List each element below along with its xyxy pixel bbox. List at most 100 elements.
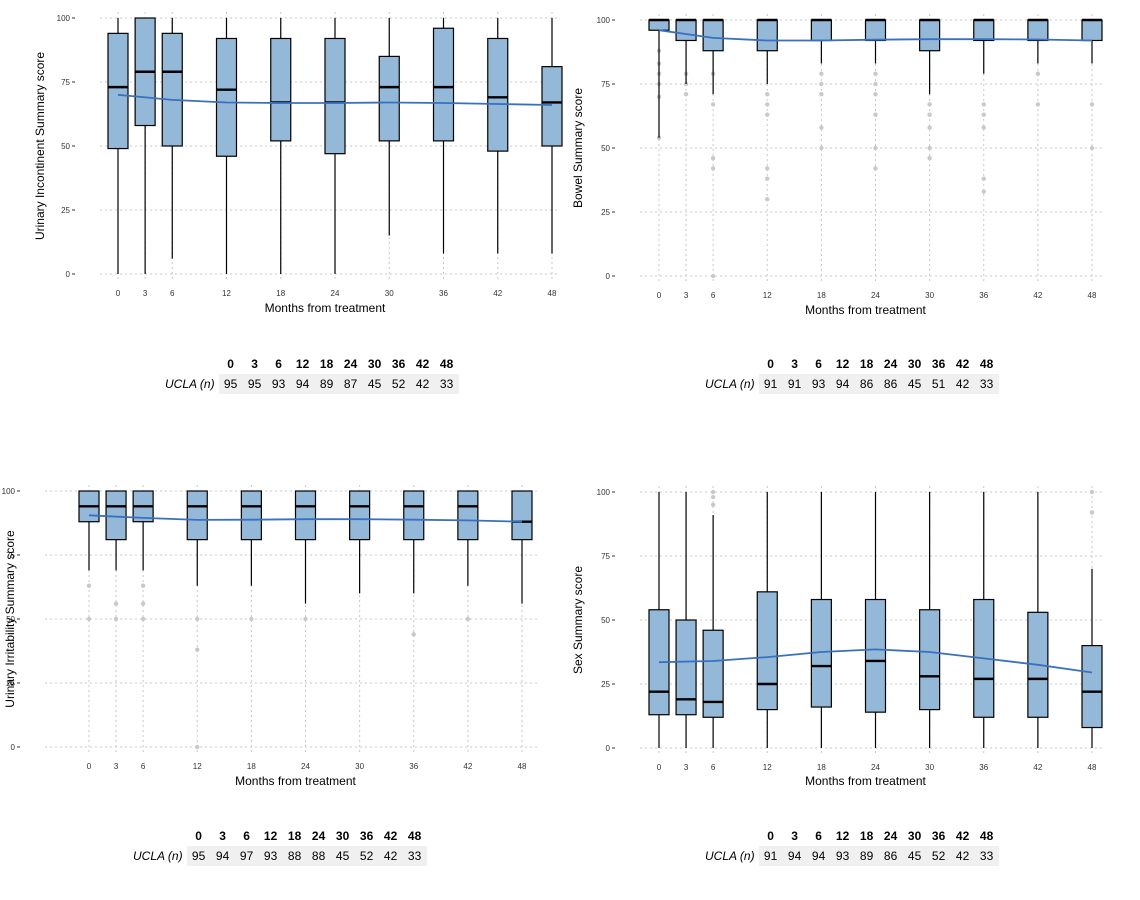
box (270, 37, 292, 142)
n-table-values-row: UCLA (n) 95 94 97 93 88 88 45 52 42 33 (133, 846, 427, 866)
x-tick-label: 0 (116, 289, 121, 298)
y-tick-label: 75 (601, 552, 610, 561)
box (324, 37, 346, 155)
panel-urinary-incontinence: 0 25 50 75 100 0 3 6 12 18 24 30 36 42 48 Months from t… (0, 0, 570, 450)
x-tick-label: 36 (979, 763, 988, 772)
smooth-trend-line (88, 514, 523, 523)
n-table-count: 51 (926, 374, 951, 394)
box (186, 490, 208, 541)
n-table-count: 88 (282, 846, 307, 866)
n-table-month-header: 18 (859, 829, 874, 843)
outlier-point (873, 166, 878, 171)
outlier-point (1089, 489, 1095, 495)
n-table-month-header: 18 (287, 829, 302, 843)
n-table-month-header: 30 (907, 357, 922, 371)
n-table-count: 91 (782, 374, 807, 394)
outlier-point (819, 125, 824, 130)
n-table-count: 91 (758, 374, 783, 394)
x-tick-label: 18 (276, 289, 285, 298)
n-table-month-header: 6 (815, 829, 822, 843)
y-tick-label: 0 (606, 272, 611, 281)
x-tick-label: 48 (548, 289, 557, 298)
outlier-point (710, 102, 716, 107)
x-tick-label: 42 (463, 762, 472, 771)
outlier-point (819, 92, 824, 97)
n-table-header-row: 0 3 6 12 18 24 30 36 42 48 (705, 354, 999, 374)
n-table-count: 33 (974, 374, 999, 394)
x-tick-label: 48 (518, 762, 527, 771)
n-table-corner (705, 354, 759, 374)
outlier-point (465, 616, 471, 622)
y-tick-label: 100 (597, 488, 611, 497)
outlier-point (873, 112, 878, 117)
n-table-month-header: 6 (815, 357, 822, 371)
outlier-point (1035, 71, 1041, 76)
x-tick-label: 18 (817, 291, 826, 300)
outlier-point (249, 616, 254, 622)
x-tick-label: 12 (193, 762, 202, 771)
y-tick-label: 0 (606, 744, 611, 753)
n-table-month-header: 36 (931, 357, 946, 371)
n-table-month-header: 3 (219, 829, 226, 843)
x-tick-label: 24 (871, 291, 880, 300)
outlier-point (765, 197, 770, 202)
outlier-point (981, 112, 986, 117)
n-table-count: 45 (330, 846, 355, 866)
n-table-month-header: 6 (243, 829, 250, 843)
smooth-trend-line (658, 29, 1093, 42)
outlier-point (765, 92, 770, 97)
x-tick-label: 6 (170, 289, 175, 298)
n-table-bowel: 0 3 6 12 18 24 30 36 42 48 UCLA (n) 91 91 93 94 86 86 45 5… (705, 354, 999, 394)
outlier-point (981, 176, 986, 181)
box (675, 619, 697, 716)
x-tick-label: 48 (1088, 291, 1097, 300)
x-tick-label: 48 (1088, 763, 1097, 772)
outlier-point (710, 489, 716, 495)
y-tick-label: 100 (597, 16, 611, 25)
n-table-count: 87 (338, 374, 363, 394)
n-table-count: 94 (210, 846, 235, 866)
box (648, 19, 670, 31)
n-table-header-row: 0 3 6 12 18 24 30 36 42 48 (133, 826, 427, 846)
outlier-point (86, 583, 92, 588)
x-tick-label: 12 (763, 291, 772, 300)
n-table-count: 42 (950, 846, 975, 866)
n-table-count: 86 (854, 374, 879, 394)
outlier-point (86, 616, 92, 622)
box (215, 37, 238, 157)
n-table-corner (165, 354, 219, 374)
outlier-point (765, 102, 770, 107)
panel-bowel: 0 25 50 75 100 0 3 6 12 18 24 30 36 42 48 Months from t… (570, 0, 1140, 450)
box (919, 609, 941, 711)
n-table-month-header: 12 (263, 829, 278, 843)
outlier-point (140, 583, 146, 588)
x-tick-label: 42 (1033, 763, 1042, 772)
n-table-month-header: 48 (979, 357, 994, 371)
outlier-point (195, 647, 200, 652)
n-table-month-header: 48 (439, 357, 454, 371)
x-tick-label: 24 (331, 289, 340, 298)
x-tick-label: 0 (657, 763, 662, 772)
outlier-point (981, 189, 986, 194)
n-table-urinary-incontinence: 0 3 6 12 18 24 30 36 42 48 UCLA (n) 95 95 93 94 89 87 45 5… (165, 354, 459, 394)
box (1081, 19, 1103, 42)
n-table-count: 33 (434, 374, 459, 394)
x-tick-label: 3 (684, 763, 689, 772)
box (1027, 19, 1049, 42)
panel-urinary-irritability: 0 25 50 75 100 0 3 6 12 18 24 30 36 42 48 Months from t… (0, 450, 570, 900)
outlier-point (195, 744, 200, 750)
y-axis-title: Sex Summary score (571, 566, 585, 674)
x-tick-label: 30 (355, 762, 364, 771)
outlier-point (873, 81, 878, 87)
n-table-count: 94 (782, 846, 807, 866)
n-table-month-header: 48 (979, 829, 994, 843)
x-tick-label: 42 (1033, 291, 1042, 300)
y-axis-title: Bowel Summary score (571, 88, 585, 208)
y-tick-label: 25 (6, 679, 15, 688)
box (161, 32, 183, 147)
outlier-point (873, 71, 878, 76)
y-tick-label: 25 (601, 680, 610, 689)
n-table-row-label: UCLA (n) (165, 377, 215, 391)
outlier-point (927, 112, 932, 117)
